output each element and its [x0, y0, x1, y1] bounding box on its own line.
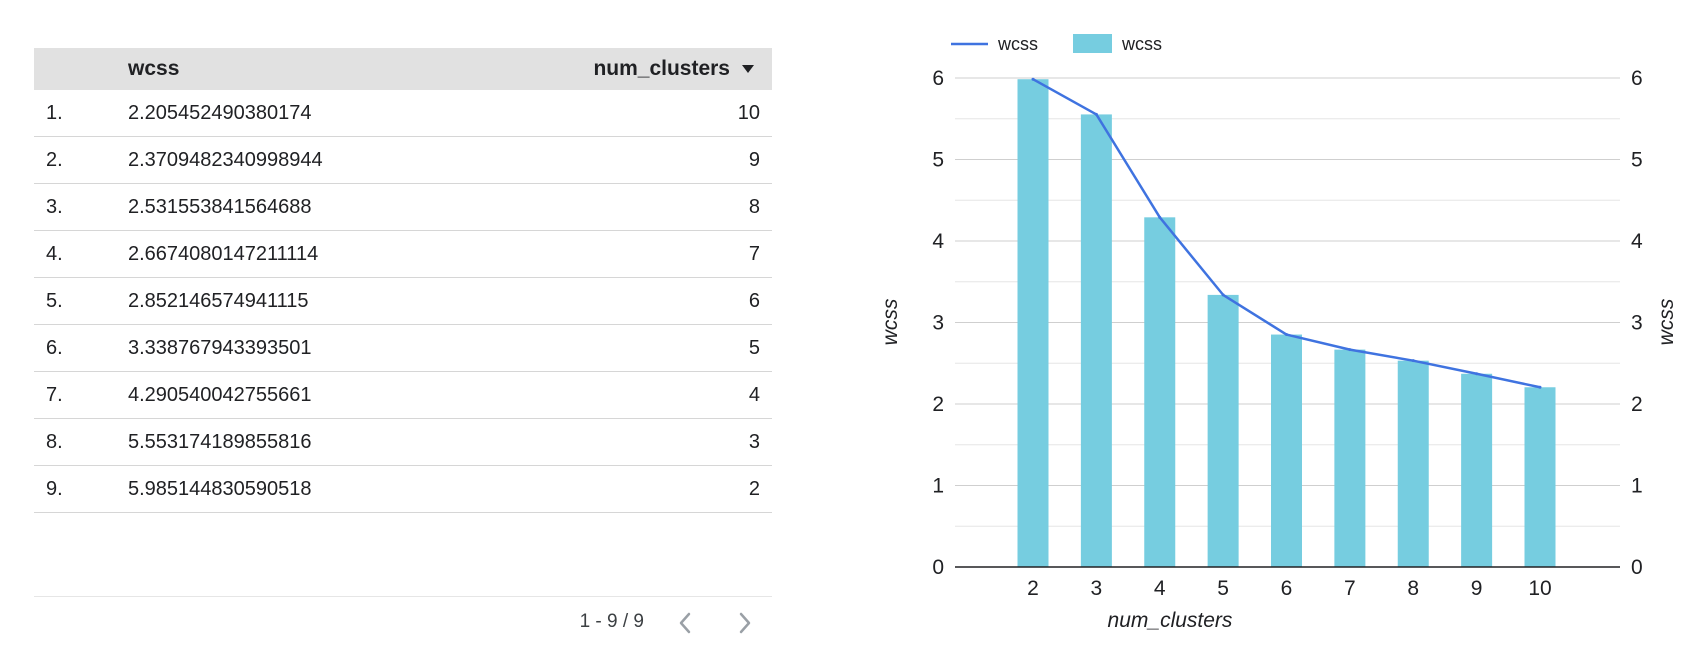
y-tick-label-left: 3: [932, 312, 944, 335]
cell-wcss: 2.6674080147211114: [128, 243, 319, 265]
row-index: 3.: [46, 196, 63, 218]
cell-num-clusters: 6: [748, 290, 760, 312]
x-tick-label: 6: [1281, 577, 1293, 600]
y-axis-title-left: wcss: [879, 298, 902, 345]
line-point: [1221, 293, 1225, 297]
bar: [1524, 387, 1556, 567]
line-point: [1031, 77, 1035, 81]
y-tick-label-right: 5: [1631, 149, 1643, 172]
chevron-left-icon[interactable]: [670, 607, 702, 639]
table-row[interactable]: 4. 2.6674080147211114 7: [34, 231, 772, 278]
row-index: 2.: [46, 149, 63, 171]
bar: [1271, 334, 1302, 567]
y-tick-label-right: 6: [1631, 67, 1643, 90]
cell-num-clusters: 7: [748, 243, 760, 265]
cell-num-clusters: 5: [748, 337, 760, 359]
cell-wcss: 2.3709482340998944: [128, 149, 323, 171]
table-row[interactable]: 1. 2.205452490380174 10: [34, 90, 772, 137]
bar: [1334, 349, 1366, 567]
cell-wcss: 2.531553841564688: [128, 196, 312, 218]
cell-wcss: 2.852146574941115: [128, 290, 309, 312]
y-tick-label-right: 4: [1631, 230, 1643, 253]
line-point: [1158, 215, 1162, 219]
y-tick-label-right: 1: [1631, 475, 1643, 498]
row-index: 5.: [46, 290, 63, 312]
cell-wcss: 5.985144830590518: [128, 478, 312, 500]
cell-num-clusters: 3: [748, 431, 760, 453]
bar: [1461, 373, 1493, 567]
table-row[interactable]: 7. 4.290540042755661 4: [34, 372, 772, 419]
x-tick-label: 8: [1407, 577, 1419, 600]
cell-wcss: 3.338767943393501: [128, 337, 312, 359]
cell-wcss: 2.205452490380174: [128, 102, 312, 124]
combo-chart: 0 0 1 1 2 2 3 3 4 4 5 5 6 6 2 3 4 5 6 7 8 9 10 num_clusters wcss…: [860, 20, 1700, 650]
row-index: 1.: [46, 102, 63, 124]
y-tick-label-right: 2: [1631, 393, 1643, 416]
line-point: [1348, 348, 1352, 352]
chevron-right-icon[interactable]: [728, 607, 760, 639]
column-header-num-clusters[interactable]: num_clusters: [593, 48, 754, 90]
y-tick-label-left: 6: [932, 67, 944, 90]
x-tick-label: 5: [1217, 577, 1229, 600]
cell-wcss: 5.553174189855816: [128, 431, 312, 453]
table-body: 1. 2.205452490380174 10 2. 2.370948234099894…: [34, 90, 772, 513]
y-tick-label-left: 5: [932, 149, 944, 172]
cell-num-clusters: 2: [748, 478, 760, 500]
table-row[interactable]: 9. 5.985144830590518 2: [34, 466, 772, 513]
legend-label-line: wcss: [997, 34, 1038, 54]
bar: [1207, 294, 1239, 567]
row-index: 4.: [46, 243, 63, 265]
x-tick-label: 3: [1091, 577, 1103, 600]
y-axis-title-right: wcss: [1655, 298, 1678, 345]
cell-num-clusters: 9: [748, 149, 760, 171]
x-tick-label: 7: [1344, 577, 1356, 600]
bar: [1397, 360, 1429, 567]
y-tick-label-right: 0: [1631, 556, 1643, 579]
table-row[interactable]: 6. 3.338767943393501 5: [34, 325, 772, 372]
table-row[interactable]: 2. 2.3709482340998944 9: [34, 137, 772, 184]
table-header: wcss num_clusters: [34, 48, 772, 90]
x-tick-label: 4: [1154, 577, 1166, 600]
x-tick-label: 2: [1027, 577, 1039, 600]
y-tick-label-left: 0: [932, 556, 944, 579]
line-point: [1285, 333, 1288, 337]
row-index: 8.: [46, 431, 63, 453]
bar: [1017, 79, 1049, 567]
y-tick-label-right: 3: [1631, 312, 1643, 335]
row-index: 7.: [46, 384, 63, 406]
line-point: [1094, 112, 1098, 116]
data-table: wcss num_clusters 1. 2.205452490380174 10 2…: [34, 48, 772, 648]
cell-wcss: 4.290540042755661: [128, 384, 312, 406]
y-tick-label-left: 1: [932, 475, 944, 498]
bar: [1144, 217, 1176, 567]
x-tick-label: 10: [1528, 577, 1551, 600]
chart-svg: 0 0 1 1 2 2 3 3 4 4 5 5 6 6 2 3 4 5 6 7 8 9 10 num_clusters wcss…: [879, 34, 1678, 632]
table-row[interactable]: 8. 5.553174189855816 3: [34, 419, 772, 466]
legend-label-bar: wcss: [1121, 34, 1162, 54]
pagination-label: 1 - 9 / 9: [579, 611, 644, 632]
table-row[interactable]: 5. 2.852146574941115 6: [34, 278, 772, 325]
line-point: [1538, 385, 1542, 389]
x-axis-title: num_clusters: [1108, 609, 1233, 632]
row-index: 6.: [46, 337, 63, 359]
sort-descending-icon: [742, 65, 754, 73]
cell-num-clusters: 10: [737, 102, 760, 124]
table-footer: 1 - 9 / 9: [34, 596, 772, 649]
x-tick-label: 9: [1471, 577, 1483, 600]
line-point: [1411, 359, 1415, 363]
column-header-wcss[interactable]: wcss: [128, 57, 180, 80]
bar: [1080, 114, 1112, 567]
cell-num-clusters: 8: [748, 196, 760, 218]
row-index: 9.: [46, 478, 63, 500]
legend-bar-swatch: [1073, 34, 1112, 53]
column-header-num-clusters-label: num_clusters: [593, 57, 730, 80]
line-point: [1475, 372, 1479, 376]
y-tick-label-left: 2: [932, 393, 944, 416]
cell-num-clusters: 4: [748, 384, 760, 406]
y-tick-label-left: 4: [932, 230, 944, 253]
table-row[interactable]: 3. 2.531553841564688 8: [34, 184, 772, 231]
